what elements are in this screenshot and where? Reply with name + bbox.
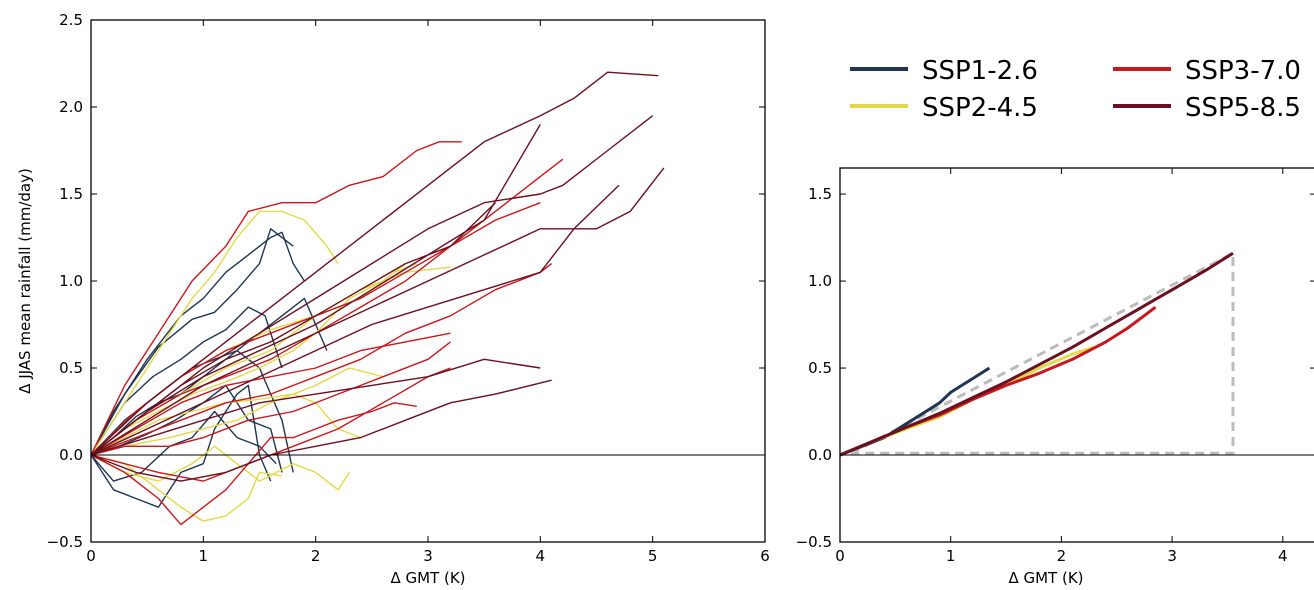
right-xtick-label: 1 (946, 547, 956, 565)
right-series-ssp3-7-0-line-2 (840, 306, 1157, 457)
left-series-ssp3-7-0-line-16 (91, 141, 462, 456)
left-series-ssp1-2-6-line-2 (91, 349, 294, 473)
left-series-ssp2-4-5-line-14 (91, 367, 384, 456)
left-series-ssp3-7-0-line-19 (91, 263, 553, 456)
legend-label-ssp1-2-6: SSP1-2.6 (922, 56, 1038, 86)
left-ytick-label: −0.5 (47, 533, 83, 551)
legend-label-ssp3-7-0: SSP3-7.0 (1185, 56, 1301, 86)
left-series-ssp2-4-5-line-10 (91, 263, 406, 456)
left-ytick-label: 2.5 (59, 11, 83, 29)
legend-label-ssp5-8-5: SSP5-8.5 (1185, 93, 1301, 123)
left-ytick-label: 0.0 (59, 446, 83, 464)
left-xtick-label: 6 (760, 547, 770, 565)
right-series-ssp5-8-5-line-3 (840, 251, 1234, 457)
left-ytick-label: 0.5 (59, 359, 83, 377)
left-y-axis-label: Δ JJAS mean rainfall (mm/day) (16, 168, 34, 394)
left-series-ssp3-7-0-line-21 (91, 202, 541, 456)
left-series-ssp5-8-5-line-31 (91, 202, 496, 456)
left-x-axis-label: Δ GMT (K) (390, 569, 465, 587)
right-ytick-label: 1.5 (808, 185, 832, 203)
reference-triangle (850, 250, 1235, 455)
left-series-ssp3-7-0-line-20 (91, 341, 451, 456)
left-panel: 0 1 2 3 4 5 6 −0.5 0.0 0.5 1.0 1.5 2.0 2.5 Δ GMT (K) Δ … (16, 11, 770, 587)
right-xtick-label: 0 (835, 547, 845, 565)
left-series-ssp2-4-5-line-8 (91, 210, 339, 456)
left-series-ssp1-2-6-line-7 (91, 306, 283, 456)
left-series-ssp5-8-5-line-29 (91, 358, 541, 456)
right-series-ssp1-2-6-line-0 (840, 366, 991, 457)
right-xtick-label: 3 (1167, 547, 1177, 565)
left-series-ssp5-8-5-line-28 (91, 379, 552, 482)
left-xtick-label: 5 (648, 547, 658, 565)
legend-label-ssp2-4-5: SSP2-4.5 (922, 93, 1038, 123)
left-ytick-label: 2.0 (59, 98, 83, 116)
left-series-ssp5-8-5-line-24 (91, 115, 654, 456)
left-series-ssp1-2-6-line-6 (91, 410, 277, 482)
right-ytick-label: 1.0 (808, 272, 832, 290)
left-series-ssp2-4-5-line-9 (91, 454, 283, 522)
right-ytick-label: 0.5 (808, 359, 832, 377)
legend: SSP1-2.6 SSP2-4.5 SSP3-7.0 SSP5-8.5 (850, 56, 1301, 123)
left-plot-area (91, 71, 765, 526)
left-xtick-label: 4 (536, 547, 546, 565)
left-series-ssp5-8-5-line-30 (91, 124, 541, 456)
left-xtick-label: 2 (311, 547, 321, 565)
left-xtick-label: 3 (423, 547, 433, 565)
right-xtick-label: 2 (1057, 547, 1067, 565)
right-xtick-label: 4 (1278, 547, 1288, 565)
left-ytick-label: 1.5 (59, 185, 83, 203)
right-plot-area (840, 250, 1314, 457)
left-series-ssp5-8-5-line-27 (91, 184, 620, 456)
left-series-ssp3-7-0-line-23 (91, 332, 451, 456)
left-series-ssp5-8-5-line-25 (91, 71, 659, 456)
right-axes-frame (839, 167, 1314, 543)
left-xtick-label: 0 (86, 547, 96, 565)
right-panel: 0 1 2 3 4 −0.5 0.0 0.5 1.0 1.5 Δ GMT (K) (796, 167, 1314, 587)
left-ytick-label: 1.0 (59, 272, 83, 290)
left-series-ssp2-4-5-line-12 (91, 445, 350, 491)
left-series-ssp1-2-6-line-3 (91, 384, 272, 508)
left-series-ssp1-2-6-line-0 (91, 231, 305, 456)
left-series-ssp1-2-6-line-4 (91, 297, 328, 456)
right-x-axis-label: Δ GMT (K) (1008, 569, 1083, 587)
left-xtick-label: 1 (199, 547, 209, 565)
left-series-ssp2-4-5-line-11 (91, 393, 361, 456)
left-series-ssp1-2-6-line-1 (91, 228, 294, 456)
right-ytick-label: 0.0 (808, 446, 832, 464)
left-series-ssp3-7-0-line-18 (91, 158, 564, 456)
left-series-ssp5-8-5-line-26 (91, 167, 665, 456)
right-ytick-label: −0.5 (796, 533, 832, 551)
